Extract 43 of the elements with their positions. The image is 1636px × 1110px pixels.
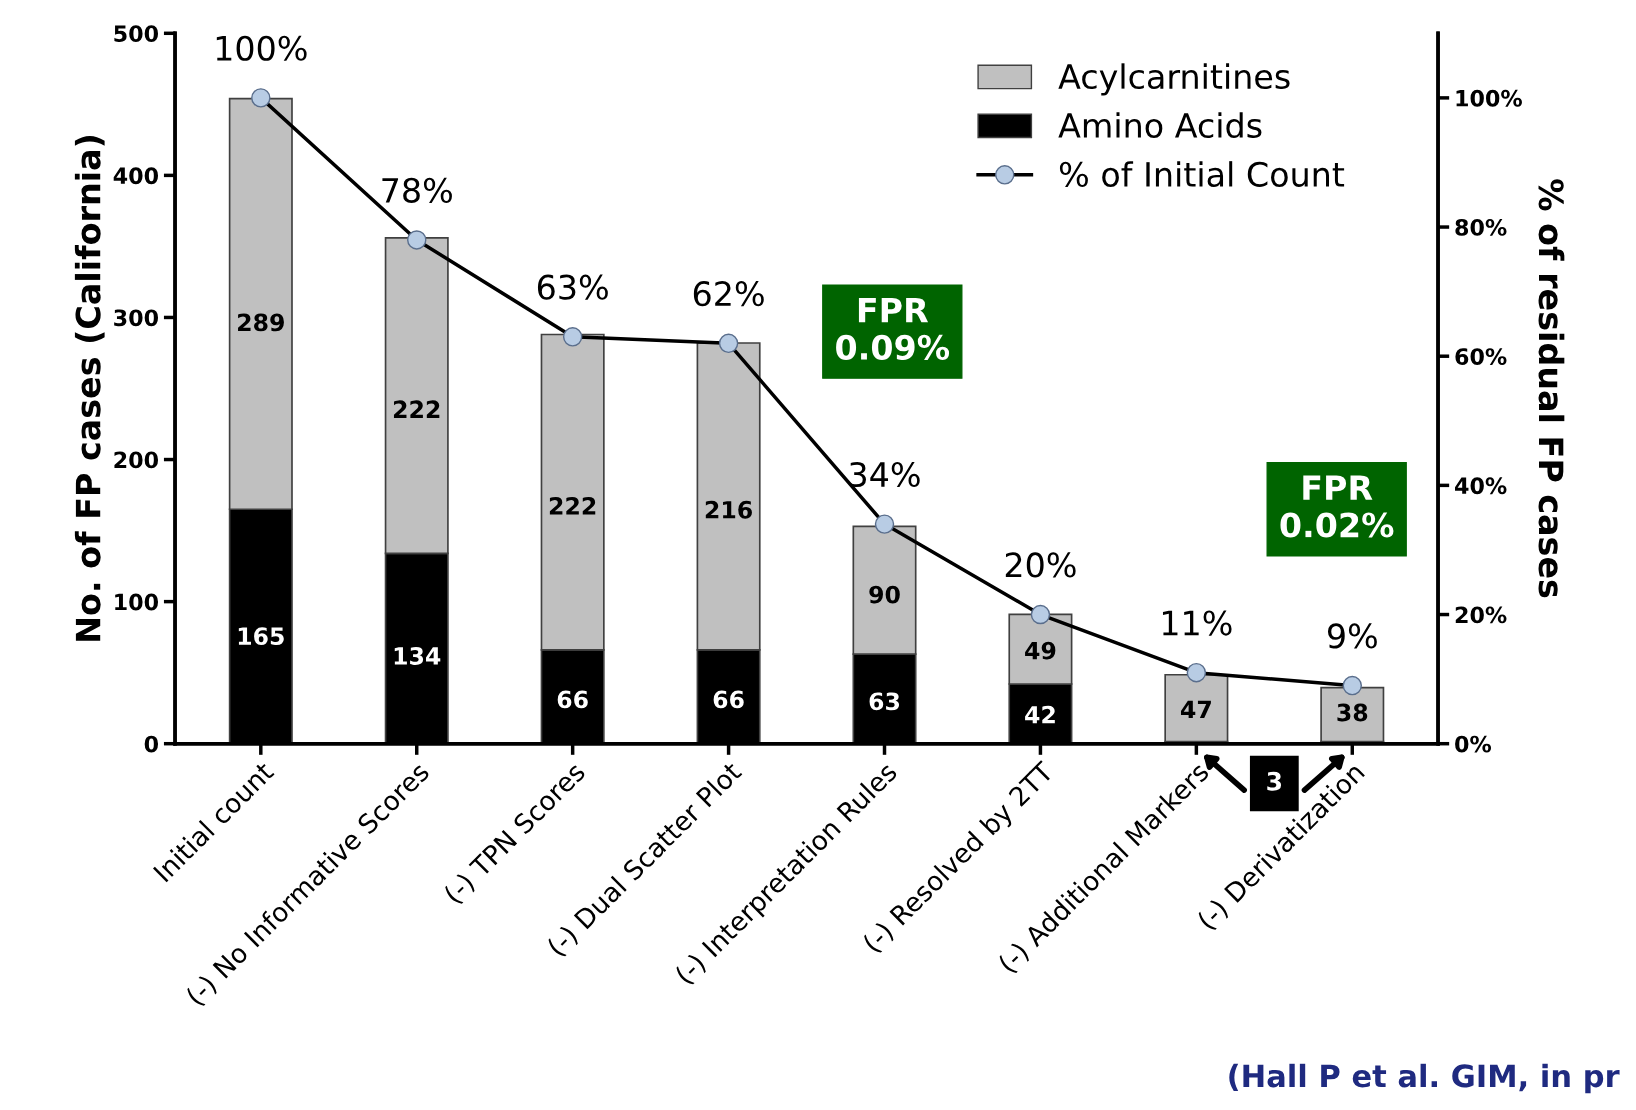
data-label: 63 [869,692,900,711]
y-tick-label: 0 [144,735,159,753]
legend-label: % of Initial Count [1059,161,1345,187]
data-label: 42 [1025,705,1055,724]
data-label: 62% [693,281,764,307]
y2-tick-label: 100% [1456,89,1522,107]
data-label: 11% [1162,610,1232,636]
data-label: 222 [549,496,596,515]
data-label: 9% [1327,623,1377,649]
y-tick-label: 200 [114,451,159,469]
data-label: 222 [393,400,440,418]
data-label: 216 [705,500,752,519]
data-label: 78% [382,177,452,203]
data-label: 289 [238,313,284,332]
data-label: 134 [394,647,441,665]
data-label: 90 [869,585,900,604]
y-tick-label: 300 [114,309,159,327]
data-label: 63% [537,274,608,300]
data-label: 165 [238,627,284,646]
data-label: 38 [1337,703,1368,722]
data-label: 47 [1180,700,1211,719]
y2-axis-title: % of residual FP cases [1538,179,1565,598]
y2-tick-label: 80% [1455,219,1507,236]
y-tick-label: 500 [114,25,159,43]
y-tick-label: 400 [113,167,159,185]
y-axis-title: No. of FP cases (California) [74,135,105,641]
annotation: FPR 0.02% [1280,475,1394,538]
y2-tick-label: 40% [1455,477,1507,495]
data-label: 34% [850,461,920,488]
text: (Hall P et al. GIM, in pr [1229,1063,1620,1094]
data-label: 66 [713,690,744,709]
data-label: 66 [557,690,588,709]
data-label: 49 [1025,641,1056,660]
bar [1164,673,1229,743]
y2-tick-label: 0% [1455,735,1492,753]
data-label: 20% [1005,552,1076,578]
y-tick-label: 100 [115,593,159,611]
y2-tick-label: 60% [1455,348,1507,365]
y2-tick-label: 20% [1455,606,1507,624]
annotation: FPR 0.09% [836,297,950,360]
legend-label: Amino Acids [1058,112,1262,139]
data-label: 100% [216,35,307,61]
legend-label: Acylcarnitines [1058,63,1290,96]
